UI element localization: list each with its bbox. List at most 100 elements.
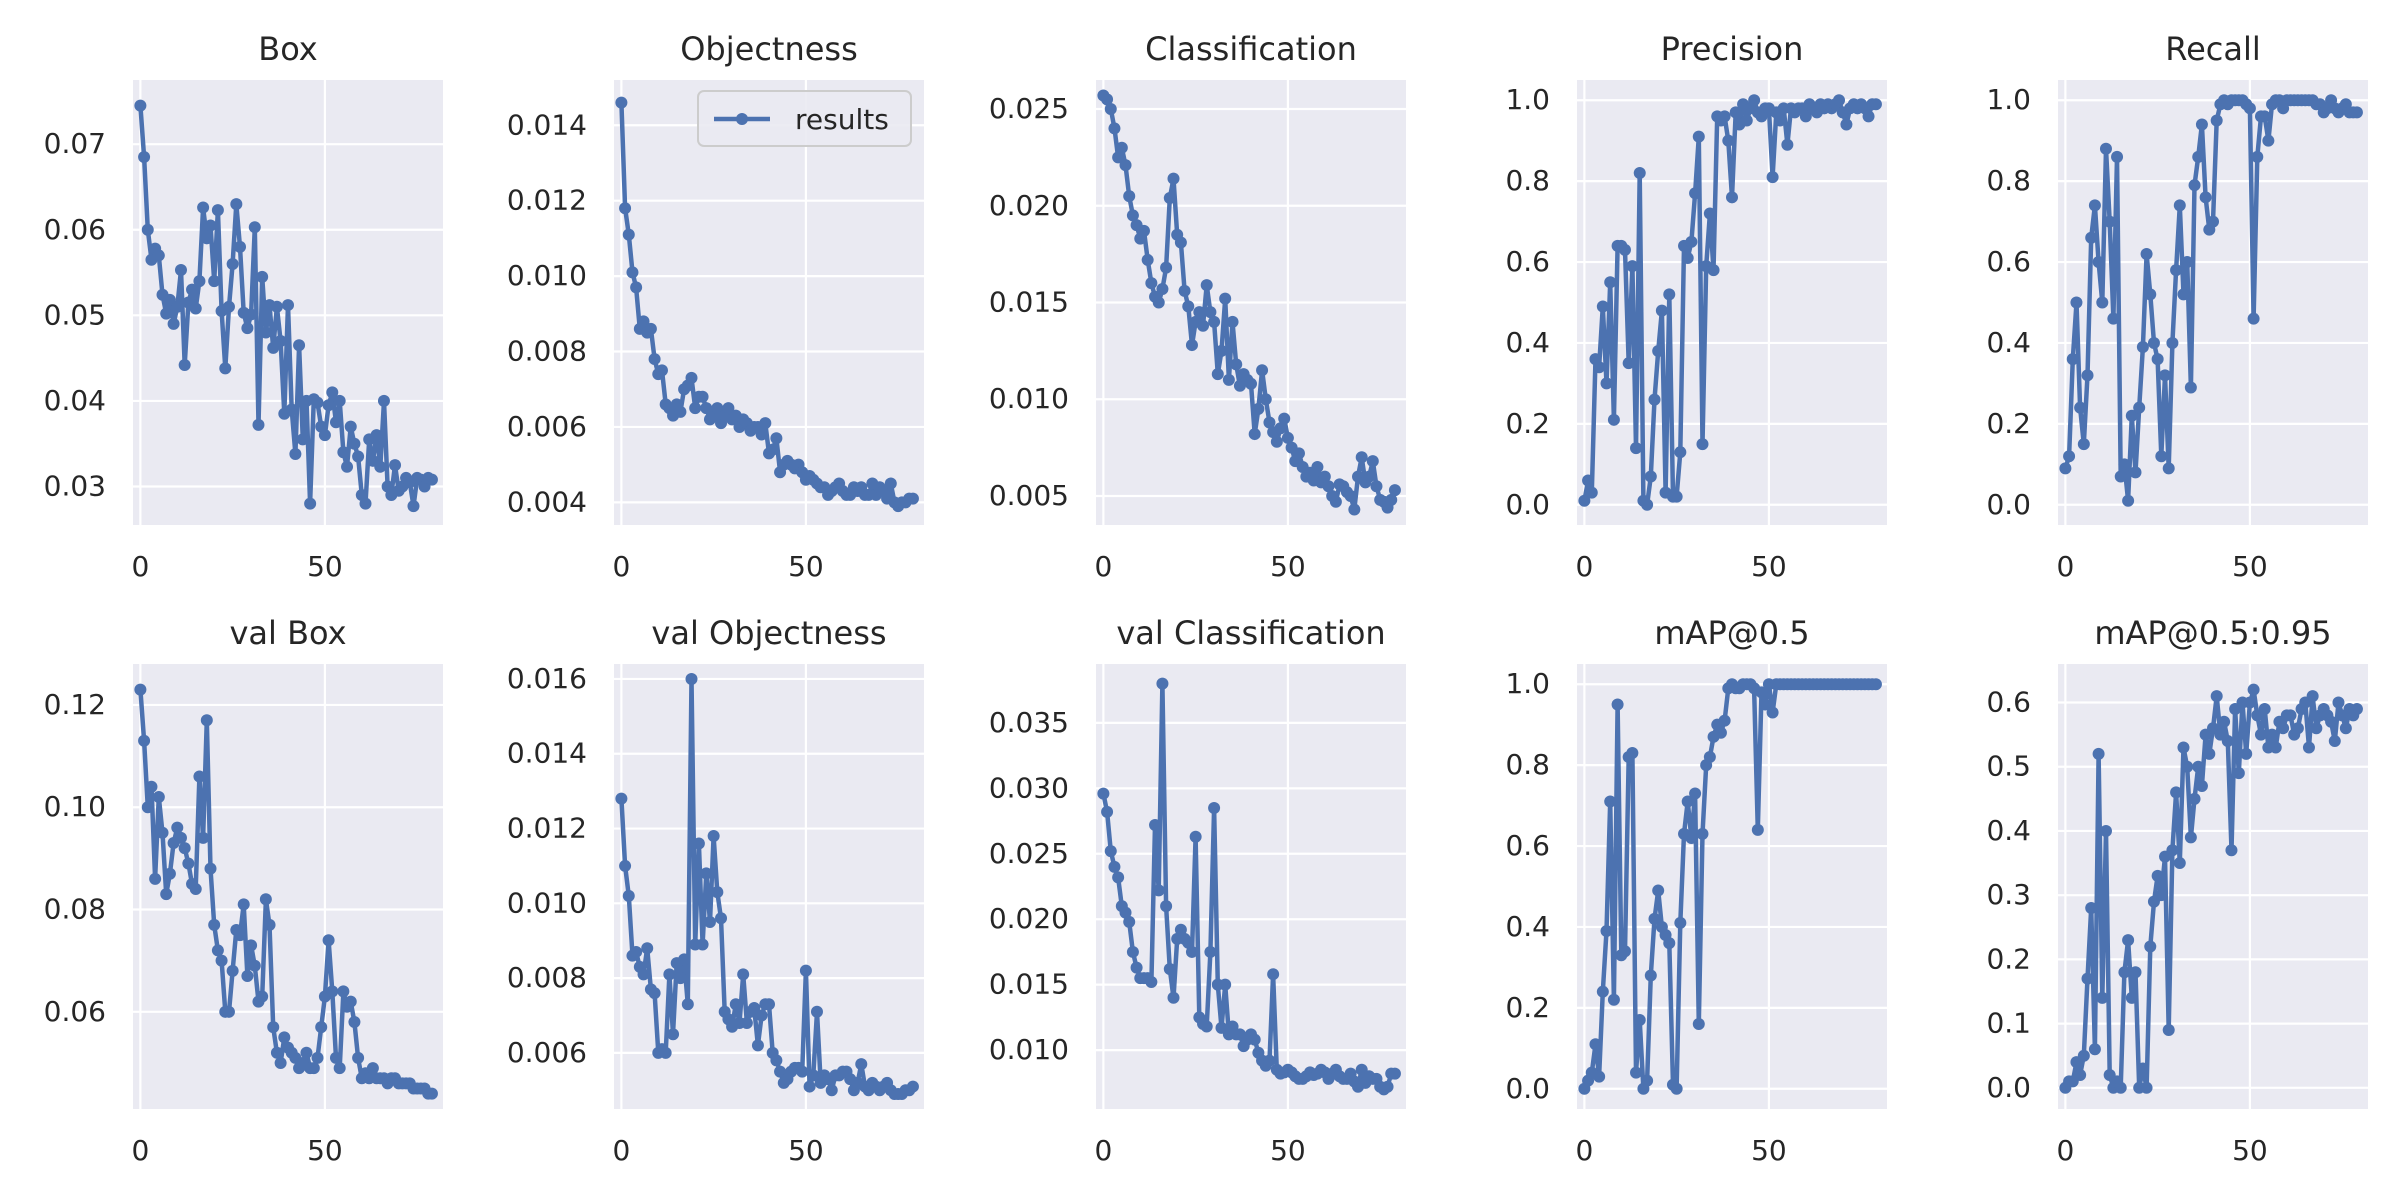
data-point [774,1065,787,1078]
data-point [1630,1066,1643,1079]
y-tick-label: 0.4 [1505,910,1550,943]
data-point [322,399,335,412]
data-point [2162,1024,2175,1037]
data-point [337,985,350,998]
data-point [219,362,232,375]
chart-panel-1: 0.004 0.006 0.008 0.010 0.012 0.014 0 50 Objectn… [507,30,924,583]
data-point [630,281,643,294]
data-point [1722,134,1735,147]
data-point [174,831,187,844]
data-point [208,918,221,931]
data-point [2162,462,2175,475]
data-point [326,985,339,998]
y-tick-label: 0.6 [1505,245,1550,278]
data-point [1248,428,1261,441]
data-point [1578,494,1591,507]
data-point [700,867,713,880]
data-point [615,96,628,109]
plot-area [2058,80,2368,525]
data-point [615,792,628,805]
data-point [234,240,247,253]
data-point [1160,261,1173,274]
chart-title: Box [258,30,317,68]
data-point [2306,690,2319,703]
y-tick-label: 0.008 [507,335,587,368]
data-point [2262,134,2275,147]
data-point [134,99,147,112]
data-point [1766,706,1779,719]
data-point [2088,199,2101,212]
data-point [696,938,709,951]
data-point [282,299,294,312]
data-point [374,460,387,473]
data-point [1174,236,1187,249]
data-point [1278,412,1291,425]
data-point [2184,831,2197,844]
y-tick-label: 1.0 [1986,83,2031,116]
data-point [278,1031,291,1044]
data-point [2114,470,2127,483]
data-point [1585,486,1598,499]
chart-panel-9: 0.0 0.1 0.2 0.3 0.4 0.5 0.6 0 50 mAP@0.5:0.95 [1986,614,2368,1167]
y-tick-label: 0.015 [989,968,1069,1001]
data-point [707,830,720,843]
data-point [722,402,735,415]
data-point [1104,845,1117,858]
data-point [2210,690,2223,703]
y-tick-label: 0.07 [44,127,106,160]
data-point [748,1002,761,1015]
x-tick-label: 0 [2056,1134,2074,1167]
data-point [2192,760,2205,773]
chart-panel-6: 0.006 0.008 0.010 0.012 0.014 0.016 0 50 val Obj… [507,614,924,1167]
data-point [1348,503,1361,516]
data-point [667,1028,680,1041]
data-point [348,1016,361,1029]
y-tick-label: 0.020 [989,902,1069,935]
data-point [1167,991,1180,1004]
y-tick-label: 0.010 [989,382,1069,415]
data-point [2232,767,2245,780]
y-tick-label: 0.015 [989,286,1069,319]
data-point [2207,215,2219,228]
data-point [1263,416,1276,429]
y-tick-label: 0.0 [1505,1072,1550,1105]
data-point [2125,409,2138,422]
data-point [1322,480,1335,493]
data-point [2277,722,2290,735]
data-point [2096,991,2109,1004]
data-point [2140,1081,2153,1094]
data-point [2258,702,2271,715]
data-point [352,1051,365,1064]
y-tick-label: 0.010 [507,259,587,292]
data-point [352,450,365,463]
data-point [2070,296,2083,309]
y-tick-label: 0.025 [989,837,1069,870]
data-point [1311,460,1324,473]
data-point [1370,480,1383,493]
data-point [2151,353,2164,366]
legend: results [697,90,912,147]
data-point [1703,751,1716,764]
data-point [655,364,668,377]
data-point [674,405,687,418]
y-tick-label: 0.006 [507,410,587,443]
data-point [1689,787,1702,800]
data-point [2074,1068,2087,1081]
data-point [208,275,221,288]
data-point [311,396,324,409]
data-point [234,929,247,942]
y-tick-label: 0.012 [507,184,587,217]
data-point [2085,902,2098,915]
data-point [2122,934,2135,947]
data-point [163,867,176,880]
data-point [1252,402,1265,415]
data-point [1145,976,1158,989]
data-point [1163,962,1176,975]
data-point [1593,1070,1606,1083]
data-point [1182,936,1195,949]
data-point [1115,141,1128,154]
data-point [256,270,269,283]
data-point [263,918,276,931]
data-point [803,1080,816,1093]
data-point [344,420,357,433]
